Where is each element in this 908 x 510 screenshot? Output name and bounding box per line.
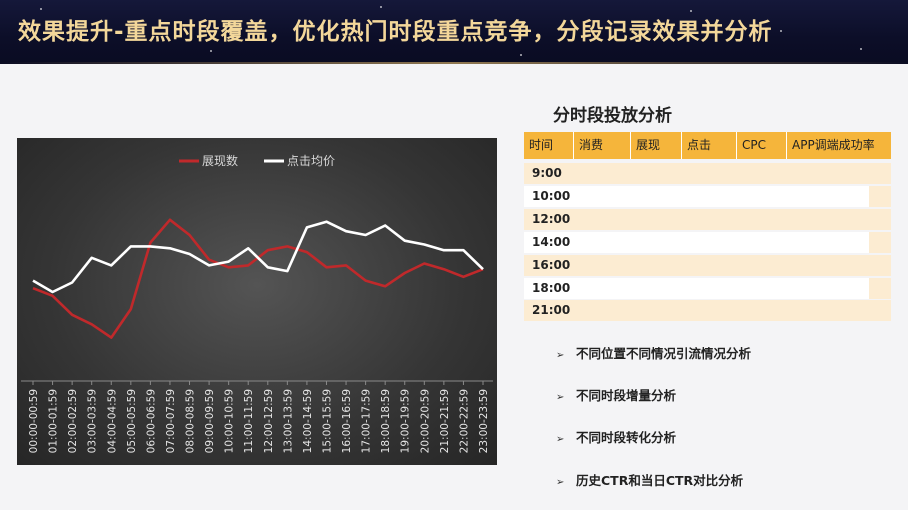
header-banner: 效果提升-重点时段覆盖，优化热门时段重点竞争，分段记录效果并分析 — [0, 0, 908, 64]
row-time: 16:00 — [532, 258, 571, 272]
x-tick-label: 18:00-18:59 — [380, 389, 392, 453]
bullet-text: 不同位置不同情况引流情况分析 — [576, 346, 752, 361]
table-row: 12:00 — [524, 209, 891, 230]
row-time: 21:00 — [532, 303, 571, 317]
table-row: 18:00 — [524, 278, 891, 299]
x-tick-label: 03:00-03:59 — [87, 389, 99, 453]
x-tick-label: 02:00-02:59 — [67, 389, 79, 453]
x-tick-label: 13:00-13:59 — [282, 389, 294, 453]
bullet-item: ➢ 历史CTR和当日CTR对比分析 — [556, 470, 743, 489]
column-header-app-success-rate: APP调端成功率 — [787, 132, 891, 159]
bullet-item: ➢ 不同位置不同情况引流情况分析 — [556, 343, 751, 362]
column-header-clicks: 点击 — [682, 132, 737, 159]
row-time: 10:00 — [532, 189, 571, 203]
x-tick-label: 19:00-19:59 — [400, 389, 412, 453]
x-tick-label: 23:00-23:59 — [478, 389, 490, 453]
arrow-right-icon: ➢ — [556, 434, 565, 445]
x-tick-label: 16:00-16:59 — [341, 389, 353, 453]
x-tick-label: 05:00-05:59 — [126, 389, 138, 453]
column-header-cpc: CPC — [737, 132, 787, 159]
bullet-item: ➢ 不同时段增量分析 — [556, 385, 676, 404]
page-title: 效果提升-重点时段覆盖，优化热门时段重点竞争，分段记录效果并分析 — [18, 19, 773, 45]
bullet-text: 不同时段增量分析 — [576, 388, 677, 403]
x-tick-label: 21:00-21:59 — [439, 389, 451, 453]
x-tick-label: 08:00-08:59 — [185, 389, 197, 453]
x-tick-label: 12:00-12:59 — [263, 389, 275, 453]
chart-canvas: 00:00-00:59 01:00-01:59 02:00-02:59 03:00-0… — [21, 153, 493, 453]
x-tick-label: 07:00-07:59 — [165, 389, 177, 453]
table-row: 9:00 — [524, 163, 891, 184]
bullet-item: ➢ 不同时段转化分析 — [556, 427, 676, 446]
x-tick-label: 09:00-09:59 — [204, 389, 216, 453]
table-header: 时间 消费 展现 点击 CPC APP调端成功率 — [524, 132, 891, 159]
table-row: 14:00 — [524, 232, 891, 253]
x-tick-label: 06:00-06:59 — [145, 389, 157, 453]
x-tick-label: 17:00-17:59 — [361, 389, 373, 453]
row-time: 14:00 — [532, 235, 571, 249]
table-row: 16:00 — [524, 255, 891, 276]
column-header-time: 时间 — [524, 132, 574, 159]
x-tick-label: 01:00-01:59 — [48, 389, 60, 453]
x-tick-label: 04:00-04:59 — [106, 389, 118, 453]
x-tick-label: 10:00-10:59 — [224, 389, 236, 453]
column-header-spend: 消费 — [574, 132, 631, 159]
legend-label: 展现数 — [202, 153, 238, 168]
table-row: 10:00 — [524, 186, 891, 207]
row-time: 12:00 — [532, 212, 571, 226]
arrow-right-icon: ➢ — [556, 350, 565, 361]
row-time: 9:00 — [532, 166, 562, 180]
bullet-text: 不同时段转化分析 — [576, 430, 677, 445]
x-tick-label: 20:00-20:59 — [419, 389, 431, 453]
x-tick-label: 22:00-22:59 — [458, 389, 470, 453]
series-line-avg-click-price — [32, 220, 484, 294]
x-tick-label: 15:00-15:59 — [321, 389, 333, 453]
arrow-right-icon: ➢ — [556, 477, 565, 488]
legend-label: 点击均价 — [287, 154, 335, 168]
column-header-impressions: 展现 — [631, 132, 682, 159]
table-row: 21:00 — [524, 300, 891, 321]
x-tick-label: 00:00-00:59 — [28, 389, 40, 453]
bullet-text: 历史CTR和当日CTR对比分析 — [576, 473, 744, 488]
row-time: 18:00 — [532, 281, 571, 295]
line-chart: 00:00-00:59 01:00-01:59 02:00-02:59 03:00-0… — [17, 138, 497, 465]
table-title: 分时段投放分析 — [553, 106, 672, 126]
arrow-right-icon: ➢ — [556, 392, 565, 403]
x-tick-label: 14:00-14:59 — [302, 389, 314, 453]
x-tick-label: 11:00-11:59 — [243, 389, 255, 453]
series-line-impressions — [32, 218, 484, 339]
